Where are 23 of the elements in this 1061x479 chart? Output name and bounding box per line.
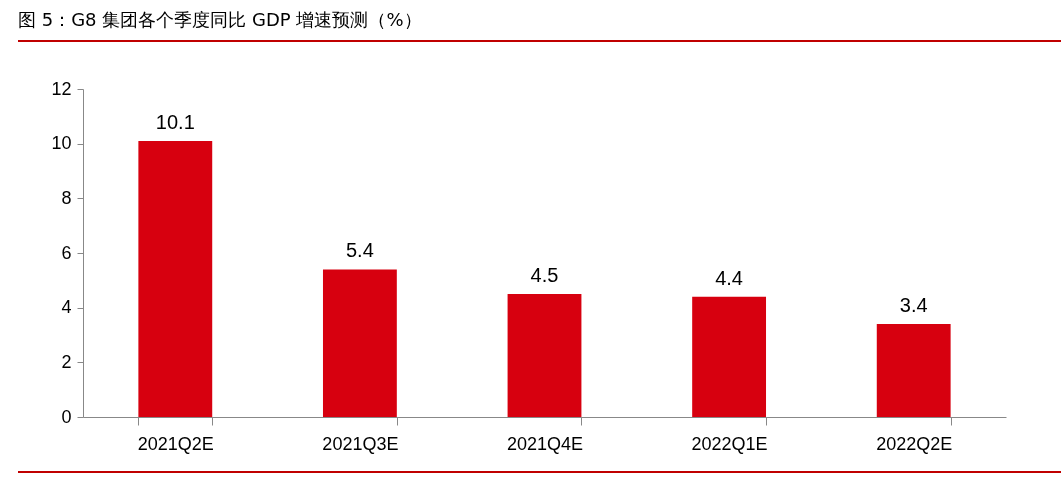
data-label: 4.5 [530, 264, 559, 286]
y-tick-label: 0 [61, 406, 72, 427]
y-tick-label: 8 [61, 187, 72, 208]
x-tick-label: 2021Q4E [506, 433, 584, 454]
y-tick-label: 10 [51, 133, 72, 154]
x-tick-label: 2021Q2E [137, 433, 214, 454]
bar [507, 294, 582, 417]
data-label: 10.1 [155, 110, 195, 133]
x-tick-label: 2021Q3E [322, 433, 399, 454]
y-tick-label: 6 [61, 242, 72, 263]
data-label: 4.4 [715, 266, 744, 289]
chart-title: 图 5：G8 集团各个季度同比 GDP 增速预测（%） [18, 8, 422, 32]
bar [692, 296, 767, 417]
x-tick-label: 2022Q1E [691, 433, 768, 454]
y-tick-label: 12 [51, 78, 72, 99]
y-tick-label: 2 [61, 351, 72, 372]
data-label: 5.4 [345, 239, 374, 262]
bar [322, 269, 397, 417]
data-label: 3.4 [899, 294, 928, 317]
y-tick-label: 4 [61, 297, 72, 318]
bar [876, 324, 951, 417]
x-tick-label: 2022Q2E [876, 433, 953, 454]
bar [138, 140, 213, 417]
